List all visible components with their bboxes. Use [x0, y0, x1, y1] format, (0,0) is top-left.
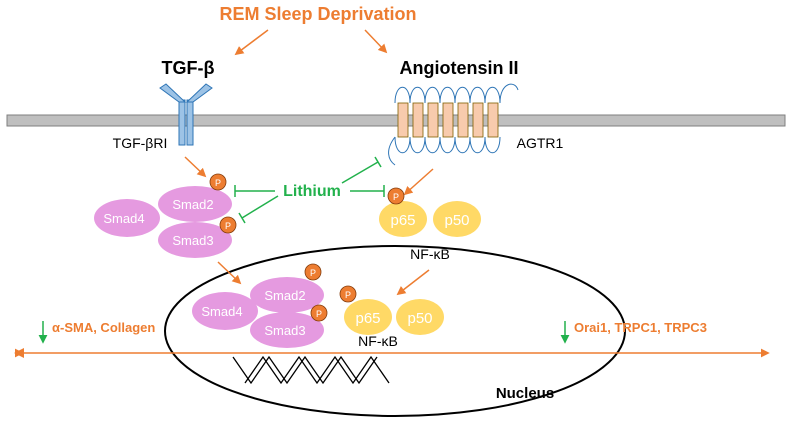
- agtr1-label: AGTR1: [517, 135, 564, 151]
- smad2-cyto: [158, 186, 232, 222]
- p50-cyto-label: p50: [444, 212, 469, 229]
- smad3-nuc-label: Smad3: [264, 323, 305, 338]
- title: REM Sleep Deprivation: [219, 4, 416, 24]
- smad4-nuc: [192, 292, 258, 330]
- cell-membrane: [6, 114, 786, 127]
- arrow-rem-to-tgf: [234, 29, 269, 56]
- p50-cyto: [433, 201, 481, 237]
- left-arrowhead: [14, 348, 24, 358]
- smad4-nuc-label: Smad4: [201, 304, 242, 319]
- agtr1-receptor: [388, 83, 519, 166]
- phospho-smad3-cyto: [219, 216, 237, 234]
- nucleus-label: Nucleus: [496, 385, 554, 402]
- nucleus: [164, 245, 626, 417]
- phospho-p65-cyto-label: P: [393, 192, 399, 202]
- lithium-inhibition-lines: [234, 156, 385, 224]
- phospho-smad2-nuc-label: P: [310, 268, 316, 278]
- arrow-agtr-to-nfkb: [403, 168, 434, 196]
- smad2-nuc-label: Smad2: [264, 288, 305, 303]
- phospho-smad2-nuc: [304, 263, 322, 281]
- arrow-rem-to-ang: [364, 29, 388, 54]
- smad2-cyto-label: Smad2: [172, 197, 213, 212]
- tgf-receptor: [159, 83, 213, 146]
- arrow-nfkb-to-nucleus: [396, 269, 430, 296]
- phospho-smad2-cyto-label: P: [215, 178, 221, 188]
- phospho-smad2-cyto: [209, 173, 227, 191]
- nuclear-nfkb: p65 p50 P NF-κB: [339, 285, 444, 349]
- angiotensin-label: Angiotensin II: [400, 58, 519, 78]
- smad3-cyto: [158, 222, 232, 258]
- smad4-cyto-label: Smad4: [103, 211, 144, 226]
- tgf-beta-label: TGF-β: [162, 58, 215, 78]
- arrow-smad-to-nucleus: [217, 261, 242, 285]
- smad4-cyto: [94, 199, 160, 237]
- dna-strand-a: [232, 355, 378, 385]
- nuclear-smad-complex: Smad4 Smad2 Smad3 P P: [192, 263, 328, 348]
- output-left-label: α-SMA, Collagen: [52, 320, 155, 335]
- p65-cyto: [379, 201, 427, 237]
- dna-strand-b: [244, 355, 390, 385]
- smad2-nuc: [250, 277, 324, 313]
- p50-nuc: [396, 299, 444, 335]
- p65-nuc: [344, 299, 392, 335]
- smad3-cyto-label: Smad3: [172, 233, 213, 248]
- nfkb-cyto-label: NF-κB: [410, 246, 450, 262]
- p65-nuc-label: p65: [355, 310, 380, 327]
- phospho-p65-nuc-label: P: [345, 290, 351, 300]
- p50-nuc-label: p50: [407, 310, 432, 327]
- cytoplasm-nfkb: p65 p50 P NF-κB: [379, 187, 481, 262]
- nfkb-nuc-label: NF-κB: [358, 333, 398, 349]
- phospho-p65-cyto: [387, 187, 405, 205]
- phospho-p65-nuc: [339, 285, 357, 303]
- smad3-nuc: [250, 312, 324, 348]
- tgf-receptor-label: TGF-βRI: [113, 135, 168, 151]
- output-right-label: Orai1, TRPC1, TRPC3: [574, 320, 707, 335]
- lithium-label: Lithium: [283, 183, 341, 200]
- phospho-smad3-cyto-label: P: [225, 221, 231, 231]
- cytoplasm-smad-complex: Smad4 Smad2 Smad3 P P: [94, 173, 237, 258]
- arrow-tgfr-to-smad: [184, 156, 207, 178]
- phospho-smad3-nuc: [310, 304, 328, 322]
- phospho-smad3-nuc-label: P: [316, 309, 322, 319]
- p65-cyto-label: p65: [390, 212, 415, 229]
